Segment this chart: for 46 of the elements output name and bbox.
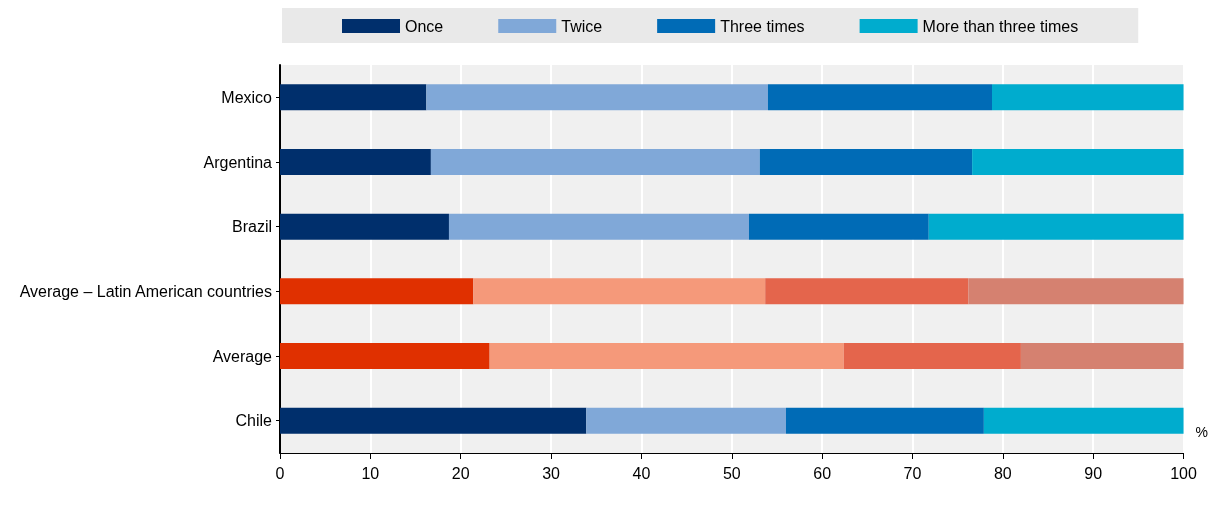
bar	[448, 213, 749, 240]
bar	[765, 278, 969, 305]
x-tick-label: 50	[722, 464, 741, 482]
bar	[280, 213, 449, 240]
bar	[983, 407, 1184, 434]
x-tick-label: 70	[903, 464, 922, 482]
bar	[843, 343, 1021, 369]
bar	[1020, 343, 1184, 369]
y-tick-label: Average – Latin American countries	[19, 282, 272, 300]
y-tick-label: Chile	[235, 412, 273, 430]
bar	[785, 407, 984, 434]
x-tick-label: 80	[993, 464, 1012, 482]
bar	[430, 149, 760, 175]
bar	[280, 407, 587, 434]
x-tick-label: 0	[275, 464, 285, 482]
bar	[586, 407, 786, 434]
bar	[280, 84, 427, 111]
x-tick-label: 100	[1170, 464, 1197, 482]
bar	[748, 213, 929, 240]
bar	[968, 278, 1184, 305]
x-tick-label: 10	[361, 464, 380, 482]
y-tick-label: Brazil	[231, 218, 272, 236]
bar	[992, 84, 1184, 111]
y-tick-label: Argentina	[203, 153, 273, 171]
legend-label: Three times	[720, 17, 805, 35]
x-tick-label: 30	[542, 464, 561, 482]
y-tick-label: Mexico	[221, 88, 273, 106]
bar	[280, 278, 474, 305]
legend-label: Once	[405, 17, 444, 35]
bar	[280, 343, 490, 369]
bar	[489, 343, 844, 369]
x-tick-label: 60	[813, 464, 832, 482]
bar	[972, 149, 1184, 175]
bar	[759, 149, 973, 175]
bar	[426, 84, 768, 111]
legend-label: Twice	[561, 17, 603, 35]
x-axis-title: %	[1195, 424, 1208, 440]
bar	[280, 149, 431, 175]
bar	[473, 278, 766, 305]
bar	[767, 84, 992, 111]
x-tick-label: 20	[451, 464, 470, 482]
legend-label: More than three times	[922, 17, 1079, 35]
x-tick-label: 90	[1084, 464, 1103, 482]
x-tick-label: 40	[632, 464, 651, 482]
y-tick-label: Average	[212, 347, 273, 365]
bar	[928, 213, 1184, 240]
